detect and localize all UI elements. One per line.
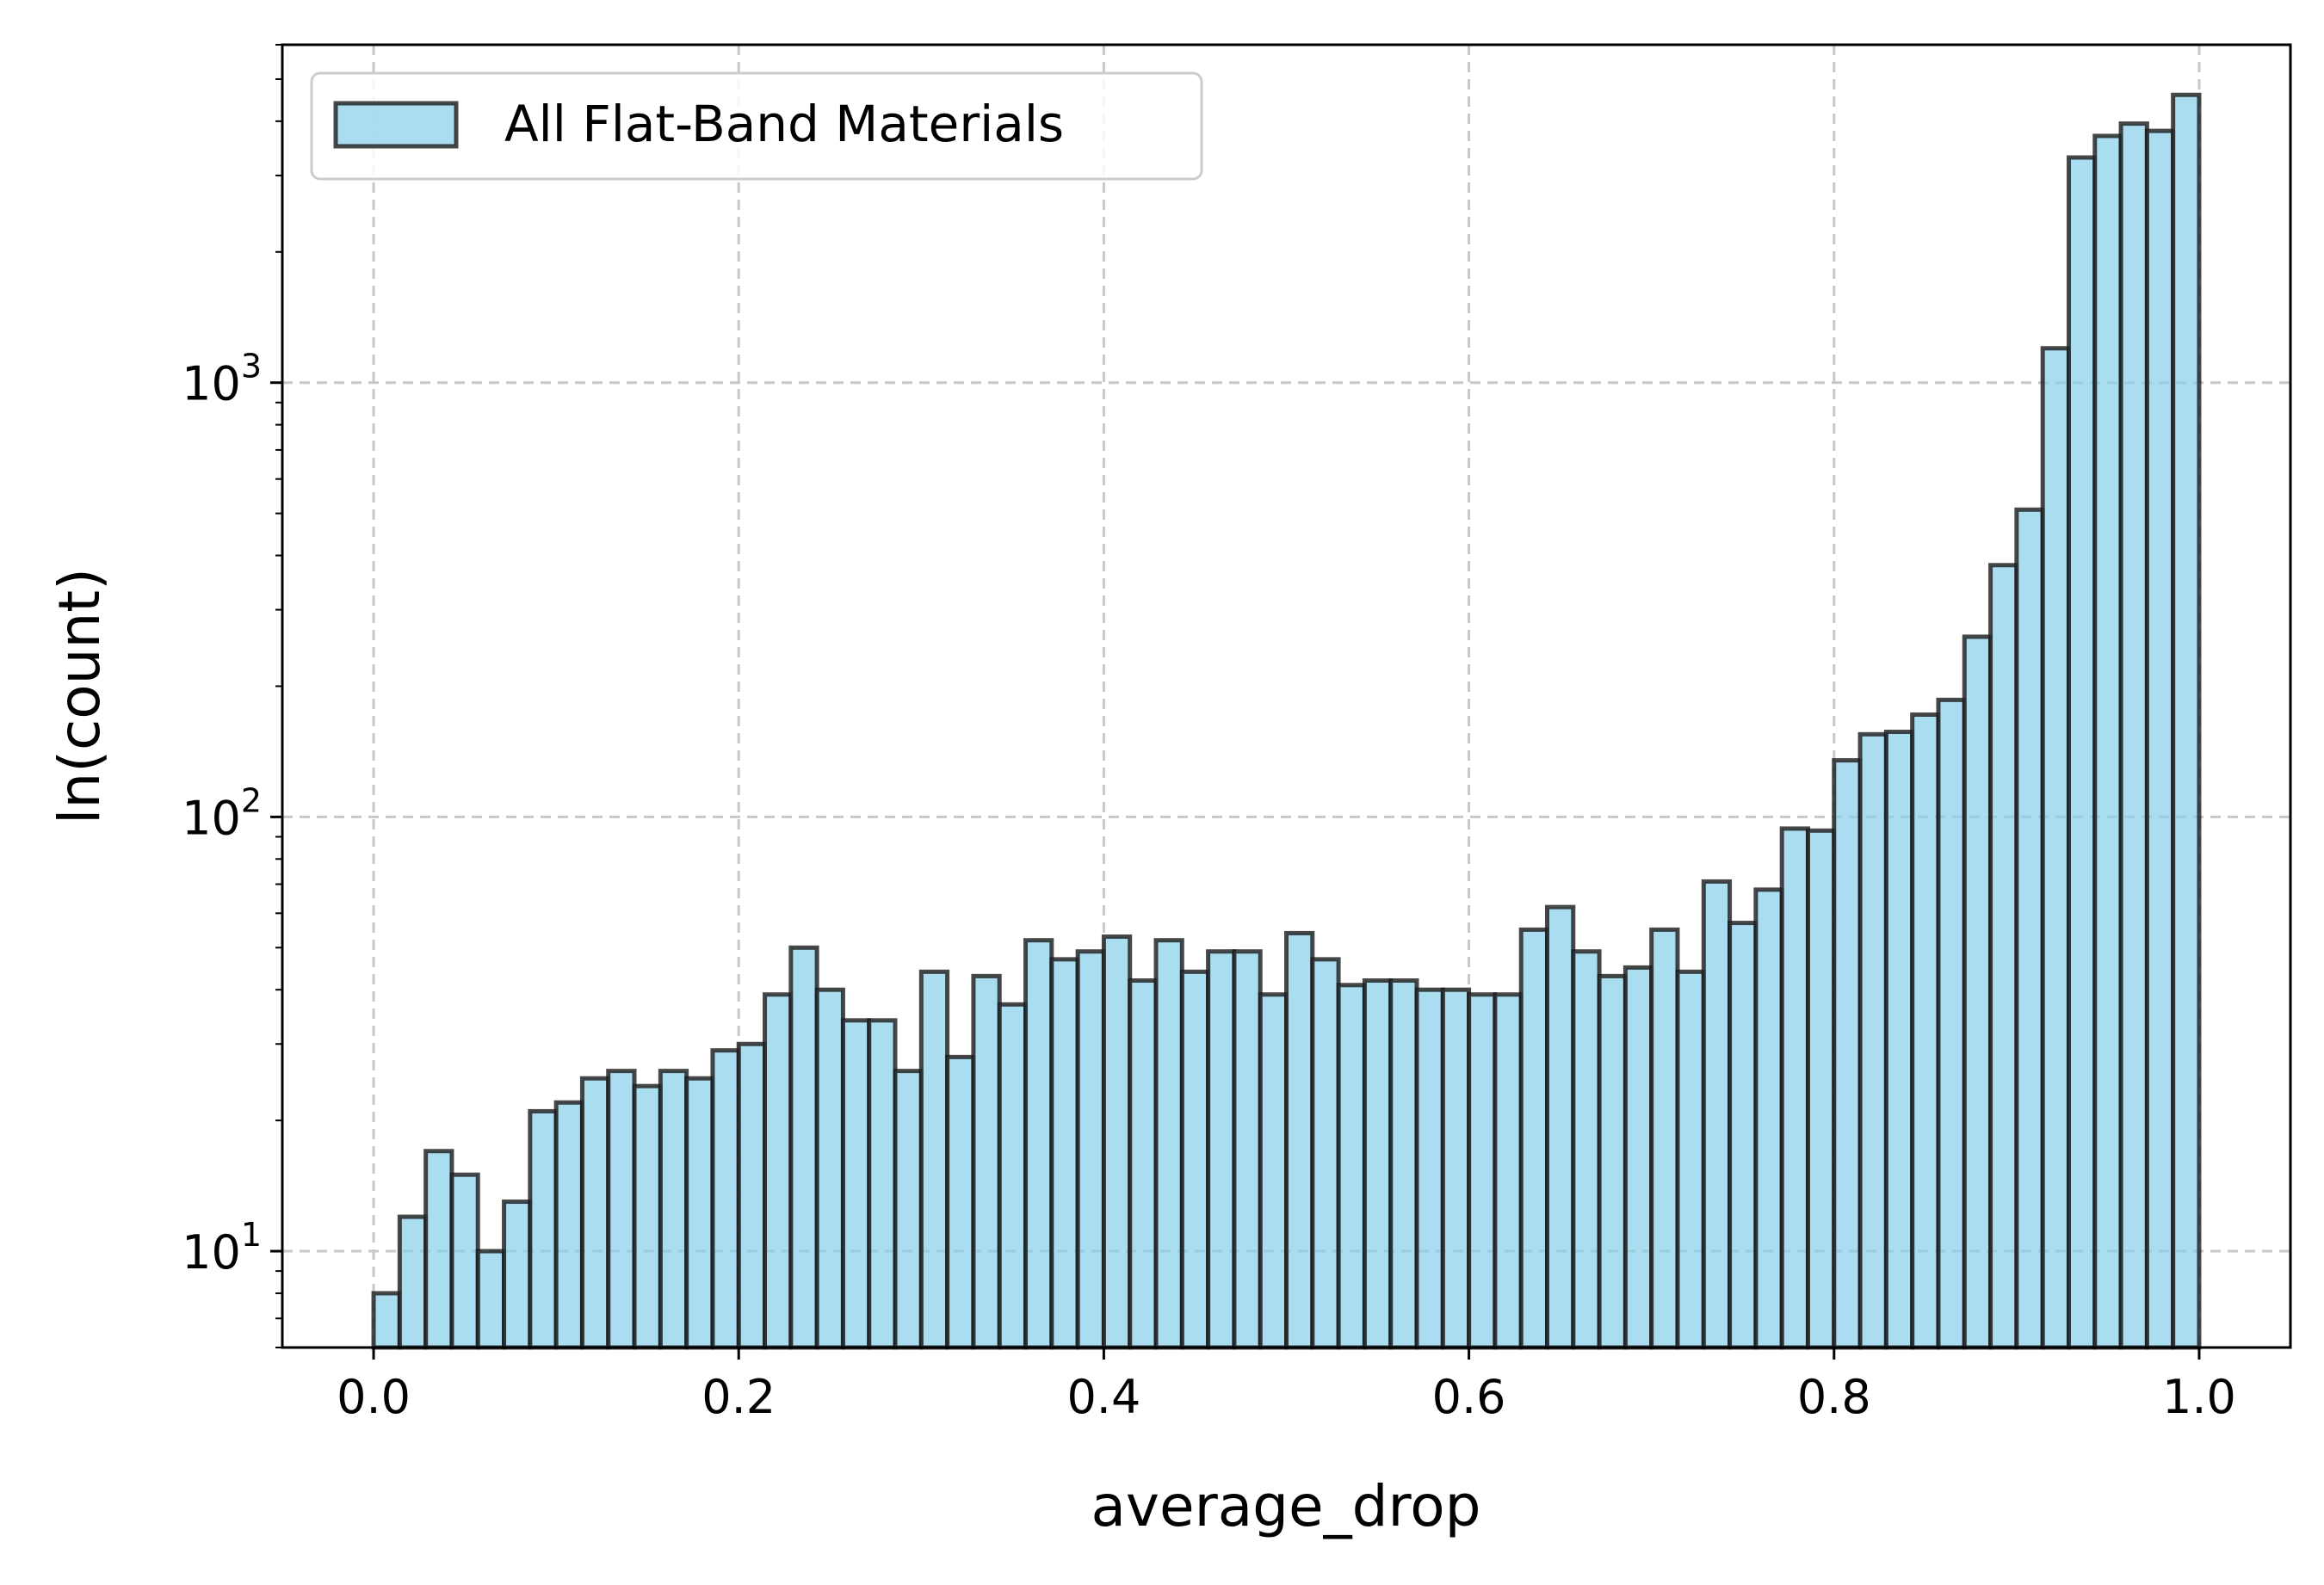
histogram-bar bbox=[1779, 826, 1810, 1350]
histogram-bar bbox=[1075, 949, 1106, 1350]
y-tick-label: 103 bbox=[182, 348, 262, 411]
histogram-bar bbox=[2014, 507, 2045, 1350]
histogram-bar bbox=[1883, 730, 1915, 1350]
y-axis: 101 102 103 bbox=[182, 348, 282, 1280]
histogram-bar bbox=[475, 1249, 507, 1350]
x-tick-label: 0.2 bbox=[702, 1370, 776, 1424]
histogram-bar bbox=[1440, 987, 1472, 1350]
histogram-bar bbox=[1832, 758, 1863, 1350]
histogram-bar bbox=[1571, 949, 1602, 1350]
histogram-bar bbox=[918, 969, 950, 1350]
histogram-bar bbox=[2171, 92, 2202, 1350]
histogram-bar bbox=[1544, 904, 1576, 1350]
x-tick-label: 0.4 bbox=[1066, 1370, 1140, 1424]
histogram-bar bbox=[1336, 983, 1367, 1350]
histogram-bar bbox=[2092, 133, 2123, 1350]
histogram-bar bbox=[840, 1018, 872, 1350]
histogram-bar bbox=[423, 1149, 454, 1350]
histogram-bar bbox=[1310, 957, 1341, 1350]
histogram-bar bbox=[553, 1100, 584, 1350]
histogram-bar bbox=[658, 1069, 689, 1350]
histogram-bar bbox=[1622, 965, 1654, 1350]
histogram-bar bbox=[1284, 930, 1315, 1350]
histogram-bar bbox=[710, 1048, 741, 1350]
histogram-bar bbox=[1206, 949, 1237, 1350]
histogram-bar bbox=[1101, 934, 1133, 1350]
histogram-bar bbox=[2040, 346, 2071, 1350]
histogram-bar bbox=[736, 1041, 768, 1350]
histogram-bar bbox=[1962, 634, 1993, 1350]
legend: All Flat-Band Materials bbox=[310, 71, 1203, 181]
histogram-bar bbox=[1728, 921, 1758, 1350]
histogram-bar bbox=[1414, 987, 1445, 1350]
x-tick-label: 0.6 bbox=[1432, 1370, 1506, 1424]
histogram-bar bbox=[1258, 992, 1289, 1350]
histogram-bar bbox=[814, 987, 845, 1350]
histogram-bar bbox=[1153, 938, 1184, 1350]
histogram-bar bbox=[1179, 969, 1211, 1350]
histogram-bar bbox=[371, 1291, 402, 1350]
x-tick-label: 0.8 bbox=[1797, 1370, 1871, 1424]
histogram-bar bbox=[1518, 927, 1549, 1350]
histogram-bar bbox=[1805, 828, 1837, 1350]
histogram-bar bbox=[1988, 563, 2019, 1350]
histogram-bar bbox=[1049, 957, 1080, 1350]
histogram-bar bbox=[1493, 992, 1524, 1350]
histogram-bar bbox=[1910, 712, 1941, 1350]
histogram-bar bbox=[1753, 887, 1784, 1350]
histogram-bar bbox=[1023, 938, 1054, 1350]
histogram-bar bbox=[449, 1172, 480, 1350]
histogram-bar bbox=[502, 1200, 533, 1350]
histogram-bar bbox=[1467, 992, 1498, 1350]
histogram-bar bbox=[1675, 969, 1706, 1350]
histogram-bar bbox=[1597, 973, 1628, 1350]
histogram-bar bbox=[1128, 978, 1159, 1350]
x-tick-label: 1.0 bbox=[2162, 1370, 2236, 1424]
histogram-bar bbox=[763, 992, 794, 1350]
histogram-bar bbox=[2144, 128, 2176, 1350]
y-tick-label: 102 bbox=[182, 781, 262, 845]
histogram-bar bbox=[867, 1018, 898, 1350]
histogram-bar bbox=[1936, 697, 1967, 1350]
histogram-bar bbox=[528, 1108, 559, 1350]
histogram-bar bbox=[1649, 927, 1680, 1350]
histogram-bar bbox=[1857, 731, 1888, 1350]
x-tick-label: 0.0 bbox=[337, 1370, 411, 1424]
histogram-bar bbox=[997, 1002, 1029, 1350]
legend-swatch bbox=[333, 101, 459, 149]
histogram-bar bbox=[397, 1214, 429, 1350]
histogram-bar bbox=[893, 1069, 924, 1350]
histogram-bar bbox=[1701, 879, 1733, 1350]
x-axis-title: average_drop bbox=[1091, 1473, 1480, 1539]
y-axis-title: ln(count) bbox=[46, 568, 113, 824]
histogram-bar bbox=[971, 973, 1002, 1350]
x-axis: 0.0 0.2 0.4 0.6 0.8 1.0 bbox=[337, 1348, 2236, 1424]
y-tick-label: 101 bbox=[182, 1216, 262, 1280]
histogram-bar bbox=[1232, 949, 1263, 1350]
histogram-bar bbox=[1362, 978, 1394, 1350]
histogram-bar bbox=[1388, 978, 1419, 1350]
histogram-bar bbox=[2118, 121, 2149, 1350]
legend-label: All Flat-Band Materials bbox=[504, 95, 1064, 153]
plot-frame bbox=[281, 43, 2292, 1349]
legend-box bbox=[310, 71, 1203, 181]
histogram-bar bbox=[579, 1076, 611, 1350]
histogram-bar bbox=[945, 1054, 976, 1350]
histogram-bar bbox=[2066, 155, 2098, 1350]
histogram-bar bbox=[684, 1076, 715, 1350]
histogram-bar bbox=[788, 945, 819, 1350]
histogram-bar bbox=[632, 1083, 663, 1350]
histogram-bar bbox=[606, 1069, 637, 1350]
